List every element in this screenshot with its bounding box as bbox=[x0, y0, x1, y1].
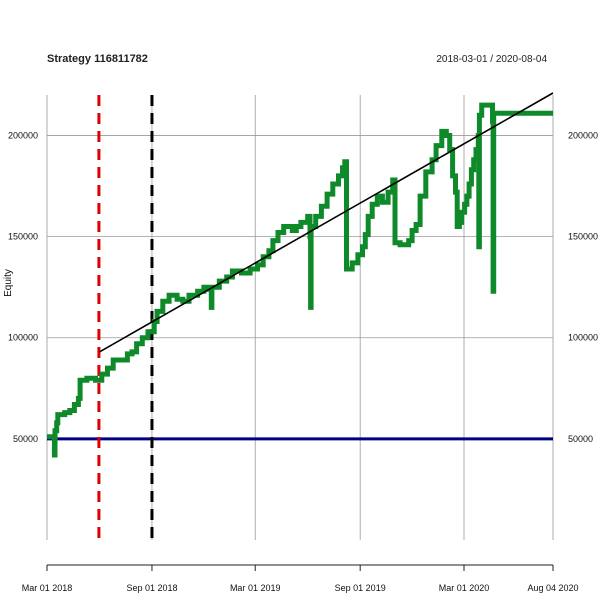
axes: Mar 01 2018 Sep 01 2018 Mar 01 2019 Sep 01 … bbox=[8, 130, 598, 593]
y-tick-label-left: 100000 bbox=[8, 333, 38, 343]
x-tick-label: Aug 04 2020 bbox=[527, 583, 578, 593]
x-tick-label: Mar 01 2019 bbox=[230, 583, 281, 593]
equity-series-line bbox=[47, 102, 553, 458]
trend-line bbox=[99, 92, 554, 353]
x-tick-label: Sep 01 2019 bbox=[335, 583, 386, 593]
reference-lines bbox=[47, 95, 553, 540]
y-tick-label-left: 200000 bbox=[8, 130, 38, 140]
x-tick-label: Sep 01 2018 bbox=[126, 583, 177, 593]
x-tick-label: Mar 01 2020 bbox=[439, 583, 490, 593]
date-range: 2018-03-01 / 2020-08-04 bbox=[436, 54, 547, 65]
chart-title: Strategy 116811782 bbox=[47, 53, 148, 65]
y-tick-label-right: 50000 bbox=[568, 434, 593, 444]
x-tick-label: Mar 01 2018 bbox=[22, 583, 73, 593]
series-group bbox=[47, 92, 554, 458]
y-axis-label: Equity bbox=[3, 269, 14, 297]
y-tick-label-right: 150000 bbox=[568, 232, 598, 242]
y-tick-label-right: 100000 bbox=[568, 333, 598, 343]
y-tick-label-right: 200000 bbox=[568, 130, 598, 140]
y-tick-label-left: 50000 bbox=[13, 434, 38, 444]
y-tick-label-left: 150000 bbox=[8, 232, 38, 242]
